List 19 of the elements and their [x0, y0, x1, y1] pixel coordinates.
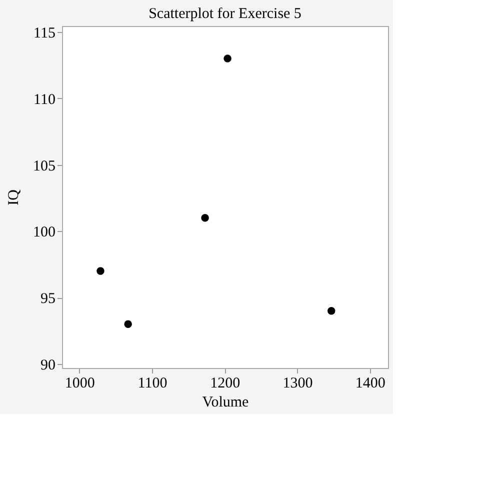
chart-title: Scatterplot for Exercise 5 — [148, 6, 302, 22]
y-tick-label: 105 — [33, 158, 56, 174]
y-axis-title: IQ — [6, 189, 22, 206]
y-tick-label: 115 — [34, 25, 56, 42]
x-axis-title: Volume — [202, 394, 250, 410]
x-tick-label: 1100 — [138, 376, 168, 392]
x-tick-label: 1300 — [282, 376, 313, 392]
x-tick-label: 1400 — [355, 376, 386, 392]
point — [124, 320, 132, 328]
point — [224, 54, 232, 62]
point — [201, 214, 209, 222]
point — [327, 307, 336, 315]
y-tick-label: 95 — [40, 291, 56, 308]
x-tick-label: 1000 — [64, 376, 95, 392]
point — [96, 267, 104, 275]
y-tick-label: 100 — [33, 224, 56, 241]
y-tick-label: 90 — [40, 358, 56, 374]
x-tick-label: 1200 — [210, 376, 240, 392]
y-tick-label: 110 — [34, 92, 56, 108]
